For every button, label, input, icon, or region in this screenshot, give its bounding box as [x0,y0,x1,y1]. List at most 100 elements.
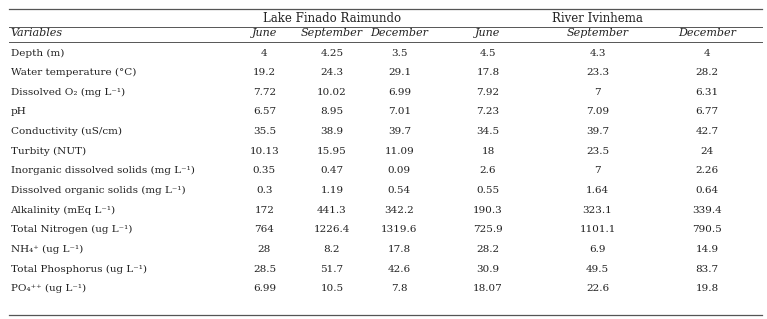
Text: June: June [252,28,277,39]
Text: 24.3: 24.3 [321,68,344,77]
Text: 15.95: 15.95 [317,147,347,156]
Text: 323.1: 323.1 [583,206,612,215]
Text: 725.9: 725.9 [473,225,503,234]
Text: Alkalinity (mEq L⁻¹): Alkalinity (mEq L⁻¹) [11,206,116,215]
Text: 30.9: 30.9 [476,264,499,274]
Text: 190.3: 190.3 [473,206,503,215]
Text: 35.5: 35.5 [253,127,276,136]
Text: 4.3: 4.3 [589,48,606,58]
Text: 83.7: 83.7 [696,264,719,274]
Text: 14.9: 14.9 [696,245,719,254]
Text: 0.55: 0.55 [476,186,499,195]
Text: 17.8: 17.8 [388,245,411,254]
Text: 7.23: 7.23 [476,108,499,116]
Text: 24: 24 [700,147,713,156]
Text: Inorganic dissolved solids (mg L⁻¹): Inorganic dissolved solids (mg L⁻¹) [11,166,195,175]
Text: Lake Finado Raimundo: Lake Finado Raimundo [263,12,401,25]
Text: 4: 4 [703,48,710,58]
Text: 1319.6: 1319.6 [381,225,417,234]
Text: 23.5: 23.5 [586,147,609,156]
Text: 1.19: 1.19 [321,186,344,195]
Text: 19.2: 19.2 [253,68,276,77]
Text: 10.5: 10.5 [321,284,344,293]
Text: Total Phosphorus (ug L⁻¹): Total Phosphorus (ug L⁻¹) [11,264,146,274]
Text: 7.72: 7.72 [253,88,276,97]
Text: 49.5: 49.5 [586,264,609,274]
Text: 28.2: 28.2 [696,68,719,77]
Text: June: June [476,28,501,39]
Text: 8.2: 8.2 [324,245,341,254]
Text: NH₄⁺ (ug L⁻¹): NH₄⁺ (ug L⁻¹) [11,245,83,254]
Text: Conductivity (uS/cm): Conductivity (uS/cm) [11,127,121,136]
Text: 11.09: 11.09 [384,147,414,156]
Text: 34.5: 34.5 [476,127,499,136]
Text: 4.25: 4.25 [321,48,344,58]
Text: Dissolved O₂ (mg L⁻¹): Dissolved O₂ (mg L⁻¹) [11,88,125,97]
Text: 28.5: 28.5 [253,264,276,274]
Text: 17.8: 17.8 [476,68,499,77]
Text: pH: pH [11,108,26,116]
Text: Water temperature (°C): Water temperature (°C) [11,68,136,77]
Text: 0.47: 0.47 [321,167,344,175]
Text: 2.26: 2.26 [696,167,719,175]
Text: 6.57: 6.57 [253,108,276,116]
Text: 8.95: 8.95 [321,108,344,116]
Text: December: December [678,28,736,39]
Text: 7: 7 [594,167,601,175]
Text: 1101.1: 1101.1 [579,225,616,234]
Text: Dissolved organic solids (mg L⁻¹): Dissolved organic solids (mg L⁻¹) [11,186,185,195]
Text: 172: 172 [255,206,275,215]
Text: 6.9: 6.9 [589,245,606,254]
Text: 6.31: 6.31 [696,88,719,97]
Text: 19.8: 19.8 [696,284,719,293]
Text: September: September [566,28,628,39]
Text: 28.2: 28.2 [476,245,499,254]
Text: Depth (m): Depth (m) [11,48,64,58]
Text: 764: 764 [255,225,275,234]
Text: 29.1: 29.1 [388,68,411,77]
Text: 6.99: 6.99 [388,88,411,97]
Text: 18.07: 18.07 [473,284,503,293]
Text: 7: 7 [594,88,601,97]
Text: 6.99: 6.99 [253,284,276,293]
Text: 2.6: 2.6 [479,167,496,175]
Text: 22.6: 22.6 [586,284,609,293]
Text: 0.3: 0.3 [256,186,272,195]
Text: 3.5: 3.5 [391,48,408,58]
Text: 7.09: 7.09 [586,108,609,116]
Text: 7.01: 7.01 [388,108,411,116]
Text: 39.7: 39.7 [586,127,609,136]
Text: 10.13: 10.13 [249,147,279,156]
Text: River Ivinhema: River Ivinhema [552,12,643,25]
Text: 38.9: 38.9 [321,127,344,136]
Text: 42.6: 42.6 [388,264,411,274]
Text: 342.2: 342.2 [384,206,414,215]
Text: 4: 4 [261,48,268,58]
Text: 7.92: 7.92 [476,88,499,97]
Text: Variables: Variables [11,28,63,39]
Text: Total Nitrogen (ug L⁻¹): Total Nitrogen (ug L⁻¹) [11,225,132,234]
Text: 39.7: 39.7 [388,127,411,136]
Text: 441.3: 441.3 [317,206,347,215]
Text: 1226.4: 1226.4 [314,225,350,234]
Text: Turbity (NUT): Turbity (NUT) [11,147,86,156]
Text: 18: 18 [482,147,495,156]
Text: 10.02: 10.02 [317,88,347,97]
Text: 4.5: 4.5 [479,48,496,58]
Text: 790.5: 790.5 [692,225,722,234]
Text: 42.7: 42.7 [696,127,719,136]
Text: PO₄⁺⁺ (ug L⁻¹): PO₄⁺⁺ (ug L⁻¹) [11,284,86,293]
Text: 0.54: 0.54 [388,186,411,195]
Text: 7.8: 7.8 [391,284,408,293]
Text: September: September [301,28,363,39]
Text: 1.64: 1.64 [586,186,609,195]
Text: 51.7: 51.7 [321,264,344,274]
Text: 0.09: 0.09 [388,167,411,175]
Text: 6.77: 6.77 [696,108,719,116]
Text: 339.4: 339.4 [692,206,722,215]
Text: 23.3: 23.3 [586,68,609,77]
Text: 28: 28 [258,245,271,254]
Text: 0.35: 0.35 [253,167,276,175]
Text: December: December [370,28,429,39]
Text: 0.64: 0.64 [696,186,719,195]
